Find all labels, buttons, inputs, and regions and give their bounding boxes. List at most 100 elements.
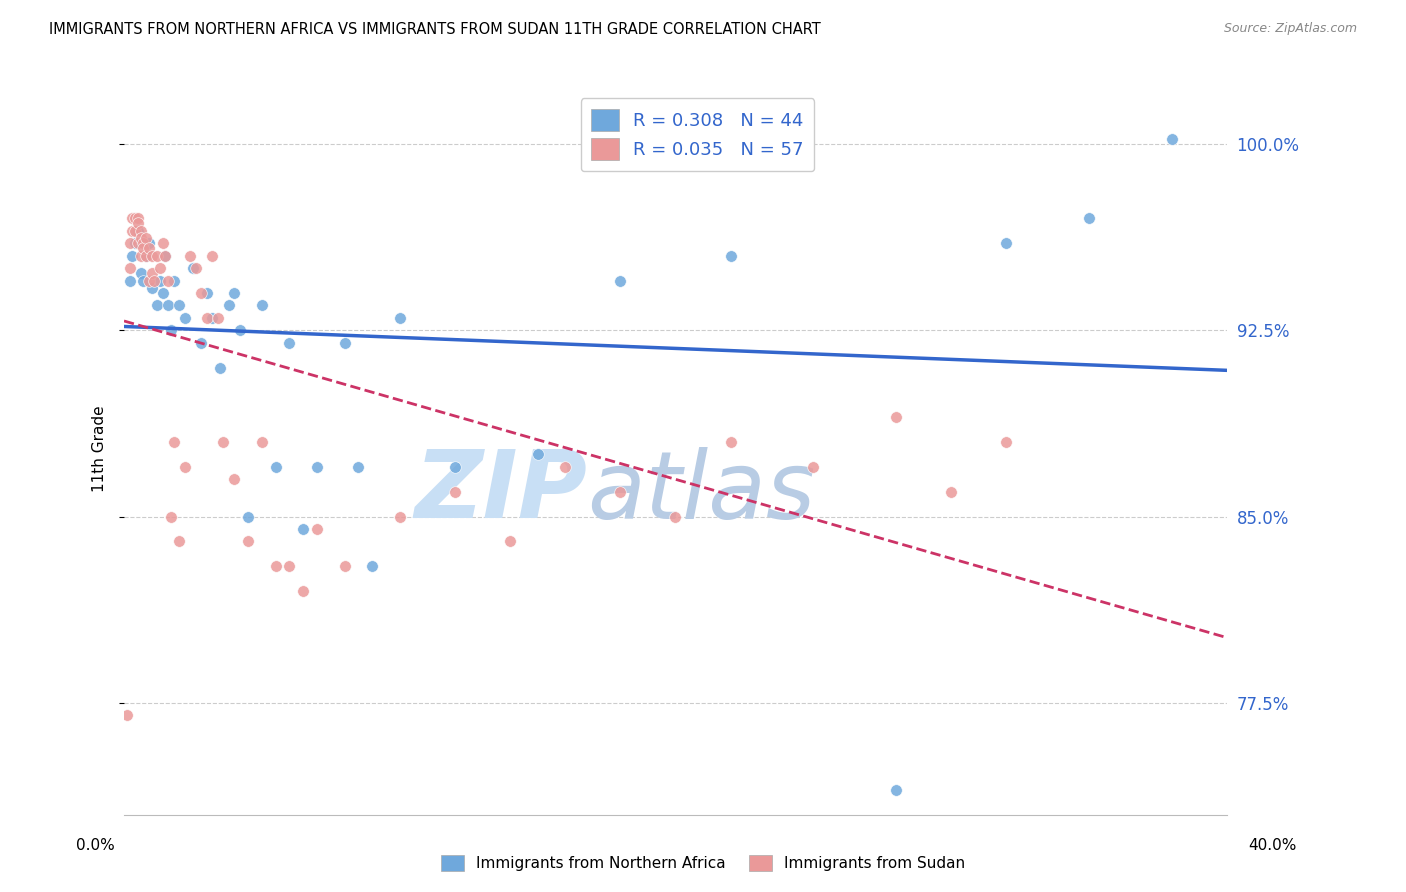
Point	[941, 484, 963, 499]
Point	[129, 231, 152, 245]
Point	[333, 559, 356, 574]
Point	[115, 708, 138, 723]
Point	[190, 335, 212, 350]
Point	[124, 211, 146, 226]
Point	[201, 249, 224, 263]
Point	[127, 217, 149, 231]
Point	[664, 509, 686, 524]
Point	[118, 274, 141, 288]
Point	[181, 261, 204, 276]
Point	[801, 459, 824, 474]
Point	[609, 274, 631, 288]
Point	[554, 459, 576, 474]
Point	[167, 534, 190, 549]
Point	[149, 274, 172, 288]
Point	[305, 459, 328, 474]
Point	[121, 224, 143, 238]
Text: 0.0%: 0.0%	[76, 838, 115, 853]
Point	[155, 249, 177, 263]
Point	[118, 261, 141, 276]
Point	[444, 459, 467, 474]
Point	[121, 211, 143, 226]
Point	[884, 410, 907, 425]
Point	[388, 310, 411, 325]
Point	[138, 236, 160, 251]
Point	[160, 323, 183, 337]
Point	[190, 285, 212, 300]
Point	[149, 261, 172, 276]
Point	[155, 249, 177, 263]
Point	[292, 522, 315, 536]
Point	[444, 484, 467, 499]
Point	[499, 534, 522, 549]
Point	[132, 236, 155, 251]
Point	[132, 241, 155, 255]
Point	[138, 241, 160, 255]
Point	[1160, 132, 1182, 146]
Point	[250, 298, 273, 312]
Text: atlas: atlas	[588, 447, 815, 538]
Point	[167, 298, 190, 312]
Point	[609, 484, 631, 499]
Point	[218, 298, 240, 312]
Point	[347, 459, 370, 474]
Point	[124, 236, 146, 251]
Point	[138, 274, 160, 288]
Text: ZIP: ZIP	[415, 446, 588, 538]
Point	[278, 559, 301, 574]
Text: 40.0%: 40.0%	[1249, 838, 1296, 853]
Point	[135, 249, 157, 263]
Point	[526, 447, 548, 461]
Point	[118, 236, 141, 251]
Point	[278, 335, 301, 350]
Point	[152, 285, 174, 300]
Point	[135, 249, 157, 263]
Point	[720, 249, 742, 263]
Point	[162, 274, 184, 288]
Point	[195, 310, 218, 325]
Point	[121, 249, 143, 263]
Point	[143, 274, 166, 288]
Point	[129, 249, 152, 263]
Point	[146, 249, 169, 263]
Point	[388, 509, 411, 524]
Point	[720, 435, 742, 450]
Point	[236, 509, 259, 524]
Text: Source: ZipAtlas.com: Source: ZipAtlas.com	[1223, 22, 1357, 36]
Point	[224, 472, 246, 486]
Point	[157, 298, 180, 312]
Point	[884, 782, 907, 797]
Point	[264, 559, 287, 574]
Point	[141, 266, 163, 280]
Point	[1078, 211, 1101, 226]
Text: IMMIGRANTS FROM NORTHERN AFRICA VS IMMIGRANTS FROM SUDAN 11TH GRADE CORRELATION : IMMIGRANTS FROM NORTHERN AFRICA VS IMMIG…	[49, 22, 821, 37]
Point	[124, 224, 146, 238]
Point	[152, 236, 174, 251]
Point	[173, 310, 195, 325]
Point	[129, 266, 152, 280]
Point	[162, 435, 184, 450]
Legend: Immigrants from Northern Africa, Immigrants from Sudan: Immigrants from Northern Africa, Immigra…	[434, 849, 972, 877]
Point	[209, 360, 232, 375]
Point	[995, 236, 1018, 251]
Point	[129, 224, 152, 238]
Y-axis label: 11th Grade: 11th Grade	[93, 405, 107, 491]
Point	[157, 274, 180, 288]
Point	[141, 281, 163, 295]
Point	[236, 534, 259, 549]
Point	[201, 310, 224, 325]
Point	[212, 435, 235, 450]
Point	[132, 274, 155, 288]
Point	[173, 459, 195, 474]
Point	[146, 298, 169, 312]
Point	[305, 522, 328, 536]
Point	[224, 285, 246, 300]
Point	[995, 435, 1018, 450]
Point	[292, 584, 315, 599]
Point	[127, 224, 149, 238]
Point	[127, 211, 149, 226]
Point	[135, 231, 157, 245]
Point	[264, 459, 287, 474]
Point	[184, 261, 207, 276]
Point	[127, 236, 149, 251]
